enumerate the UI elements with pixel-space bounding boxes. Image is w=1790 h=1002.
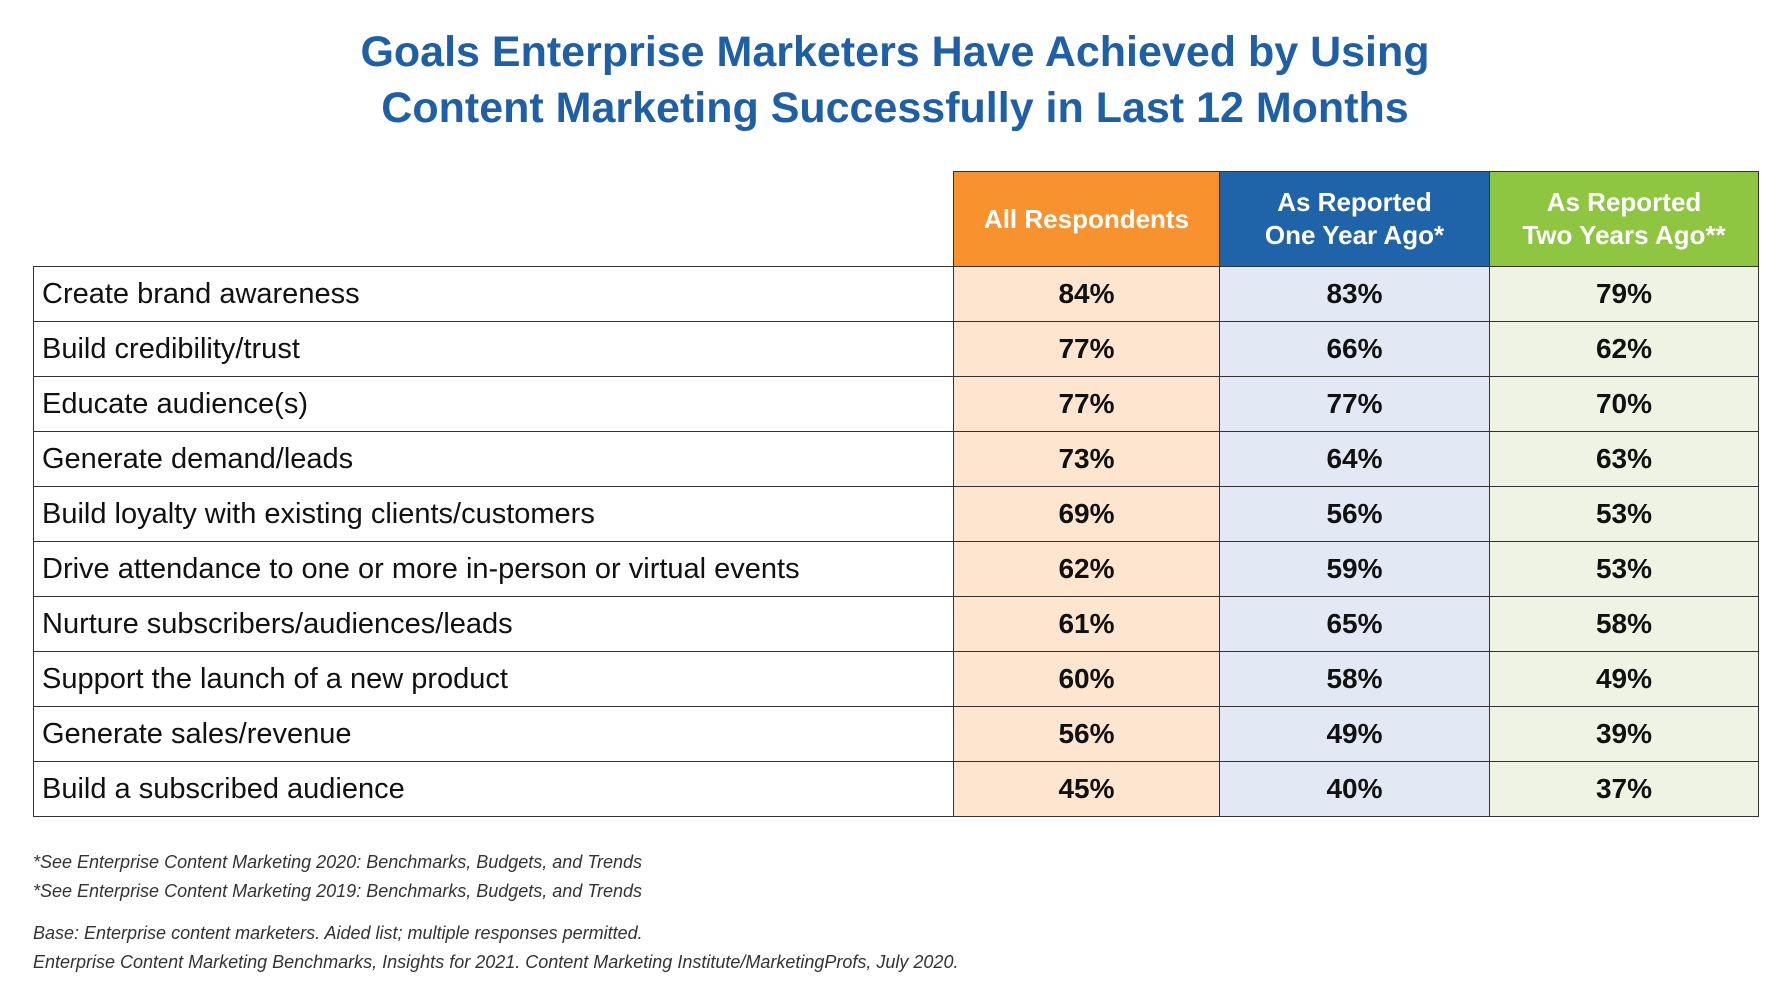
footnote-2020: *See Enterprise Content Marketing 2020: … xyxy=(33,852,643,872)
row-label: Support the launch of a new product xyxy=(33,651,954,707)
row-label: Build loyalty with existing clients/cust… xyxy=(33,486,954,542)
row-label: Nurture subscribers/audiences/leads xyxy=(33,596,954,652)
row-label: Build a subscribed audience xyxy=(33,761,954,817)
column-header-one-year-ago: As Reported One Year Ago* xyxy=(1219,171,1490,267)
row-label: Create brand awareness xyxy=(33,266,954,322)
value-cell-one-year-ago: 77% xyxy=(1219,376,1490,432)
value-cell-one-year-ago: 65% xyxy=(1219,596,1490,652)
value-cell-one-year-ago: 58% xyxy=(1219,651,1490,707)
row-label: Build credibility/trust xyxy=(33,321,954,377)
table-row: Generate sales/revenue 56% 49% 39% xyxy=(33,706,1759,762)
value-cell-two-years-ago: 62% xyxy=(1489,321,1759,377)
table-body: Create brand awareness 84% 83% 79% Build cre… xyxy=(33,266,1759,817)
table-row: Generate demand/leads 73% 64% 63% xyxy=(33,431,1759,487)
table-row: Build a subscribed audience 45% 40% 37% xyxy=(33,761,1759,817)
value-cell-two-years-ago: 79% xyxy=(1489,266,1759,322)
footnote-2019: *See Enterprise Content Marketing 2019: … xyxy=(33,881,643,901)
value-cell-all-respondents: 45% xyxy=(953,761,1220,817)
value-cell-one-year-ago: 49% xyxy=(1219,706,1490,762)
column-header-line: As Reported xyxy=(1546,187,1702,217)
value-cell-two-years-ago: 39% xyxy=(1489,706,1759,762)
chart-title-line-2: Content Marketing Successfully in Last 1… xyxy=(381,84,1409,132)
table-row: Drive attendance to one or more in-perso… xyxy=(33,541,1759,597)
table-row: Create brand awareness 84% 83% 79% xyxy=(33,266,1759,322)
value-cell-all-respondents: 77% xyxy=(953,376,1220,432)
table-row: Build credibility/trust 77% 66% 62% xyxy=(33,321,1759,377)
column-header-line: Two Years Ago** xyxy=(1522,220,1726,250)
value-cell-one-year-ago: 66% xyxy=(1219,321,1490,377)
value-cell-two-years-ago: 70% xyxy=(1489,376,1759,432)
row-label: Generate sales/revenue xyxy=(33,706,954,762)
header-blank-cell xyxy=(33,171,954,267)
footnotes: *See Enterprise Content Marketing 2020: … xyxy=(33,848,958,977)
value-cell-all-respondents: 62% xyxy=(953,541,1220,597)
table-row: Support the launch of a new product 60% 58… xyxy=(33,651,1759,707)
row-label: Educate audience(s) xyxy=(33,376,954,432)
column-header-two-years-ago: As Reported Two Years Ago** xyxy=(1489,171,1759,267)
column-header-all-respondents: All Respondents xyxy=(953,171,1220,267)
value-cell-one-year-ago: 40% xyxy=(1219,761,1490,817)
chart-title: Goals Enterprise Marketers Have Achieved… xyxy=(0,24,1790,136)
source-note: Enterprise Content Marketing Benchmarks,… xyxy=(33,952,959,972)
value-cell-all-respondents: 60% xyxy=(953,651,1220,707)
value-cell-all-respondents: 84% xyxy=(953,266,1220,322)
table-row: Build loyalty with existing clients/cust… xyxy=(33,486,1759,542)
value-cell-two-years-ago: 49% xyxy=(1489,651,1759,707)
value-cell-one-year-ago: 59% xyxy=(1219,541,1490,597)
column-header-line: One Year Ago* xyxy=(1264,220,1445,250)
base-note: Base: Enterprise content marketers. Aide… xyxy=(33,923,643,943)
value-cell-one-year-ago: 83% xyxy=(1219,266,1490,322)
value-cell-two-years-ago: 53% xyxy=(1489,486,1759,542)
header-row: All Respondents As Reported One Year Ago… xyxy=(33,171,1759,267)
value-cell-two-years-ago: 53% xyxy=(1489,541,1759,597)
value-cell-one-year-ago: 56% xyxy=(1219,486,1490,542)
results-table: All Respondents As Reported One Year Ago… xyxy=(33,171,1759,817)
column-header-line: All Respondents xyxy=(983,203,1190,234)
row-label: Drive attendance to one or more in-perso… xyxy=(33,541,954,597)
value-cell-all-respondents: 56% xyxy=(953,706,1220,762)
row-label: Generate demand/leads xyxy=(33,431,954,487)
value-cell-two-years-ago: 58% xyxy=(1489,596,1759,652)
table-row: Nurture subscribers/audiences/leads 61% 65… xyxy=(33,596,1759,652)
value-cell-all-respondents: 61% xyxy=(953,596,1220,652)
column-header-line: As Reported xyxy=(1277,187,1432,217)
value-cell-one-year-ago: 64% xyxy=(1219,431,1490,487)
value-cell-two-years-ago: 37% xyxy=(1489,761,1759,817)
value-cell-all-respondents: 73% xyxy=(953,431,1220,487)
chart-title-line-1: Goals Enterprise Marketers Have Achieved… xyxy=(360,28,1430,76)
table-row: Educate audience(s) 77% 77% 70% xyxy=(33,376,1759,432)
value-cell-all-respondents: 69% xyxy=(953,486,1220,542)
value-cell-two-years-ago: 63% xyxy=(1489,431,1759,487)
value-cell-all-respondents: 77% xyxy=(953,321,1220,377)
